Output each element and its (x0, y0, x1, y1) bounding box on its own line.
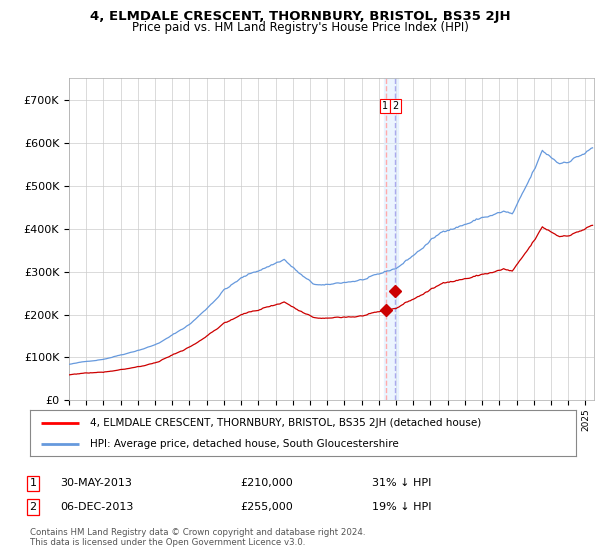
Text: 4, ELMDALE CRESCENT, THORNBURY, BRISTOL, BS35 2JH (detached house): 4, ELMDALE CRESCENT, THORNBURY, BRISTOL,… (90, 418, 481, 428)
Text: HPI: Average price, detached house, South Gloucestershire: HPI: Average price, detached house, Sout… (90, 439, 399, 449)
Text: 06-DEC-2013: 06-DEC-2013 (60, 502, 133, 512)
Text: £210,000: £210,000 (240, 478, 293, 488)
Text: 31% ↓ HPI: 31% ↓ HPI (372, 478, 431, 488)
Text: 2: 2 (29, 502, 37, 512)
Text: £255,000: £255,000 (240, 502, 293, 512)
Text: 19% ↓ HPI: 19% ↓ HPI (372, 502, 431, 512)
Text: 1: 1 (29, 478, 37, 488)
Text: 4, ELMDALE CRESCENT, THORNBURY, BRISTOL, BS35 2JH: 4, ELMDALE CRESCENT, THORNBURY, BRISTOL,… (89, 10, 511, 23)
Bar (384, 78, 398, 400)
Text: 1: 1 (382, 101, 388, 111)
Text: Contains HM Land Registry data © Crown copyright and database right 2024.
This d: Contains HM Land Registry data © Crown c… (30, 528, 365, 547)
Text: Price paid vs. HM Land Registry's House Price Index (HPI): Price paid vs. HM Land Registry's House … (131, 21, 469, 34)
Text: 30-MAY-2013: 30-MAY-2013 (60, 478, 132, 488)
Text: 2: 2 (392, 101, 398, 111)
